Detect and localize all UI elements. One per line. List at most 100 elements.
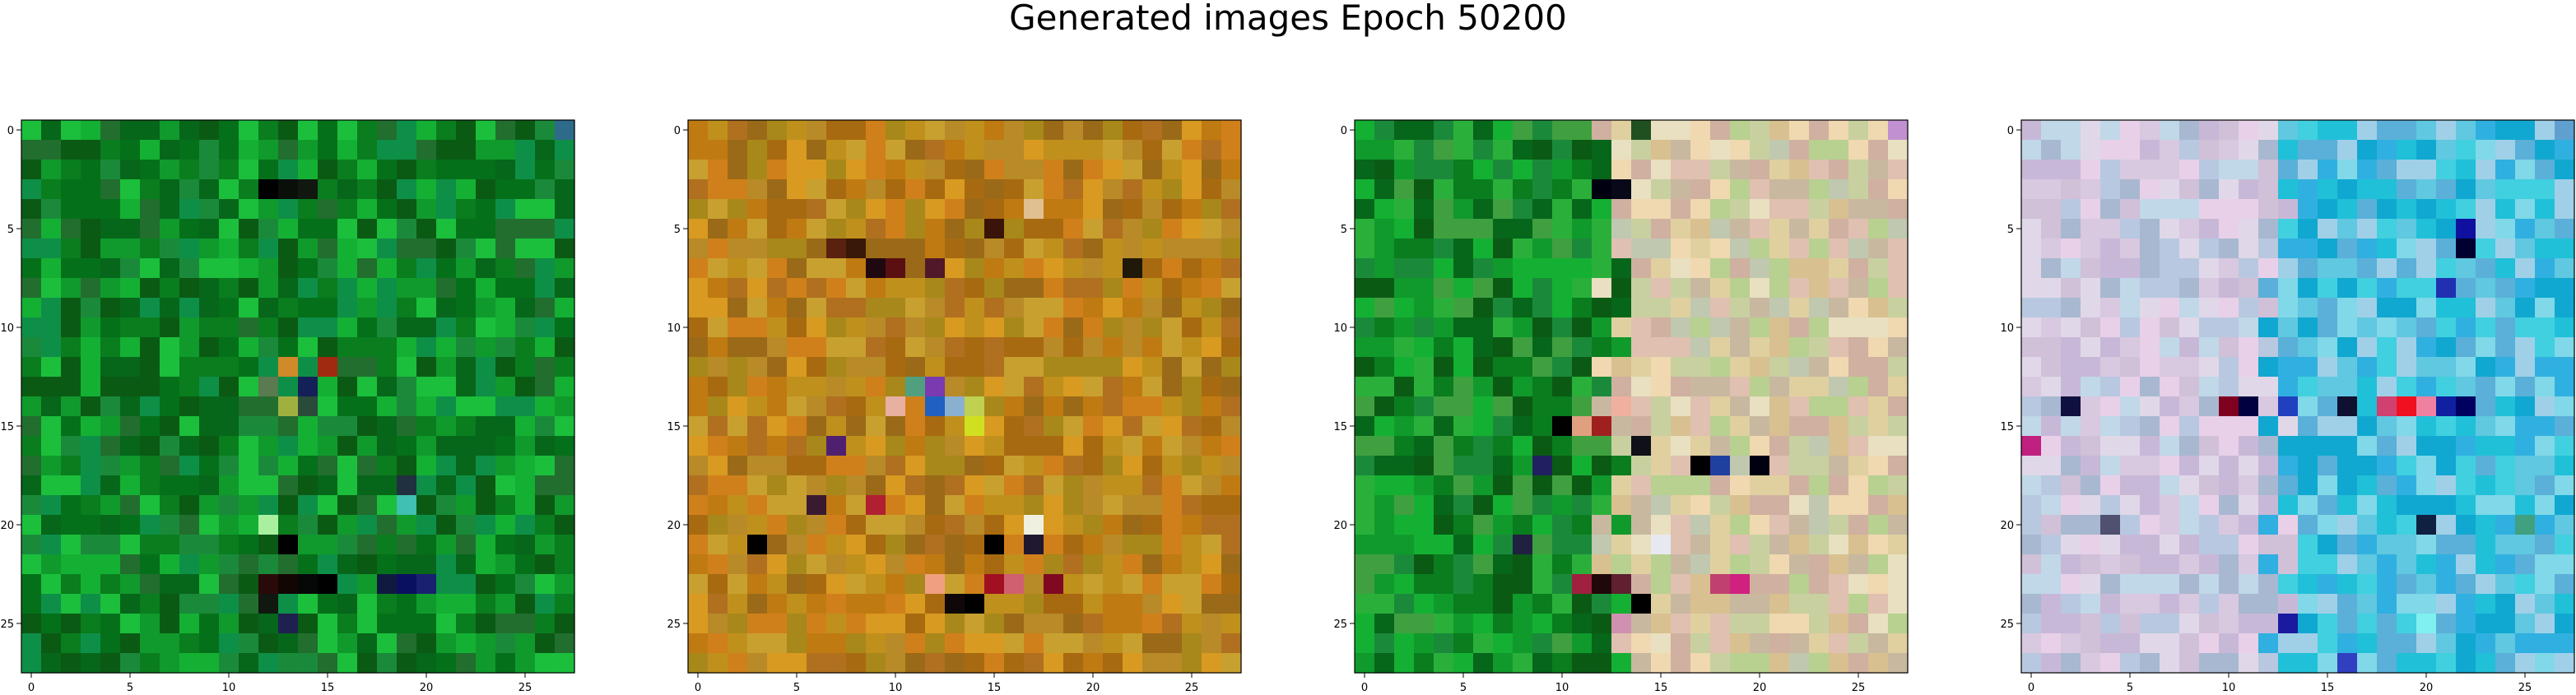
pixel: [337, 199, 358, 220]
pixel: [846, 219, 867, 239]
pixel: [1730, 140, 1751, 160]
pixel: [1592, 160, 1612, 180]
x-tick-label: 15: [2321, 682, 2335, 694]
pixel: [1651, 357, 1672, 378]
pixel: [337, 396, 358, 417]
pixel: [2515, 515, 2536, 535]
pixel: [495, 239, 516, 259]
pixel: [495, 436, 516, 456]
pixel: [1355, 633, 1375, 654]
pixel: [258, 179, 279, 200]
pixel: [2219, 120, 2239, 141]
pixel: [767, 436, 788, 456]
pixel: [2239, 396, 2259, 417]
pixel: [2140, 535, 2160, 555]
y-tick-label: 20: [2000, 520, 2014, 532]
pixel: [2377, 456, 2397, 476]
pixel: [2199, 120, 2220, 141]
pixel: [219, 554, 239, 575]
pixel: [965, 258, 985, 279]
pixel: [1651, 554, 1672, 575]
pixel: [258, 515, 279, 535]
pixel: [318, 140, 338, 160]
pixel: [140, 396, 160, 417]
pixel: [2535, 554, 2555, 575]
pixel: [1690, 416, 1711, 437]
pixel: [1829, 199, 1849, 220]
pixel: [1063, 456, 1084, 476]
pixel: [1162, 574, 1183, 595]
pixel: [2456, 396, 2476, 417]
pixel: [1162, 614, 1183, 634]
pixel: [2041, 594, 2062, 614]
pixel: [397, 219, 417, 239]
pixel: [1710, 495, 1731, 516]
pixel: [1592, 396, 1612, 417]
pixel: [2535, 535, 2555, 555]
pixel: [2515, 298, 2536, 318]
pixel: [318, 278, 338, 299]
pixel: [2179, 416, 2200, 437]
pixel: [515, 160, 536, 180]
pixel: [1493, 614, 1514, 634]
pixel: [1710, 456, 1731, 476]
pixel: [1414, 456, 1434, 476]
pixel: [2337, 475, 2358, 496]
pixel: [416, 614, 437, 634]
pixel: [2555, 140, 2575, 160]
pixel: [2278, 535, 2299, 555]
pixel: [140, 554, 160, 575]
pixel: [2160, 120, 2180, 141]
pixel: [807, 554, 827, 575]
pixel: [2239, 633, 2259, 654]
pixel: [1809, 140, 1830, 160]
pixel: [318, 357, 338, 378]
pixel: [1750, 653, 1770, 674]
pixel: [1592, 377, 1612, 397]
x-tick-label: 20: [420, 682, 434, 694]
pixel: [1221, 495, 1242, 516]
pixel: [1453, 258, 1474, 279]
pixel: [2041, 357, 2062, 378]
pixel: [807, 377, 827, 397]
pixel: [2495, 160, 2516, 180]
pixel: [2140, 436, 2160, 456]
pixel: [179, 495, 200, 516]
pixel: [866, 278, 886, 299]
pixel: [1789, 535, 1810, 555]
pixel: [179, 377, 200, 397]
pixel: [555, 515, 575, 535]
pixel: [298, 416, 319, 437]
pixel: [1004, 298, 1025, 318]
pixel: [846, 317, 867, 338]
pixel: [1142, 317, 1163, 338]
pixel: [1789, 258, 1810, 279]
pixel: [984, 535, 1005, 555]
pixel: [2140, 179, 2160, 200]
pixel: [2081, 239, 2101, 259]
pixel: [807, 594, 827, 614]
pixel: [1004, 574, 1025, 595]
pixel: [2555, 475, 2575, 496]
pixel: [2120, 475, 2141, 496]
pixel: [179, 594, 200, 614]
pixel: [2535, 515, 2555, 535]
y-tick-label: 5: [2007, 224, 2014, 236]
pixel: [1394, 554, 1415, 575]
pixel: [925, 258, 946, 279]
pixel: [2535, 594, 2555, 614]
pixel: [2377, 495, 2397, 516]
pixel: [2436, 337, 2457, 358]
pixel: [2021, 456, 2042, 476]
pixel: [1809, 653, 1830, 674]
pixel: [298, 574, 319, 595]
pixel: [1611, 357, 1632, 378]
pixel: [1829, 574, 1849, 595]
pixel: [2081, 574, 2101, 595]
pixel: [1572, 495, 1593, 516]
pixel: [2377, 357, 2397, 378]
pixel: [100, 633, 121, 654]
pixel: [2199, 357, 2220, 378]
pixel: [2041, 475, 2062, 496]
